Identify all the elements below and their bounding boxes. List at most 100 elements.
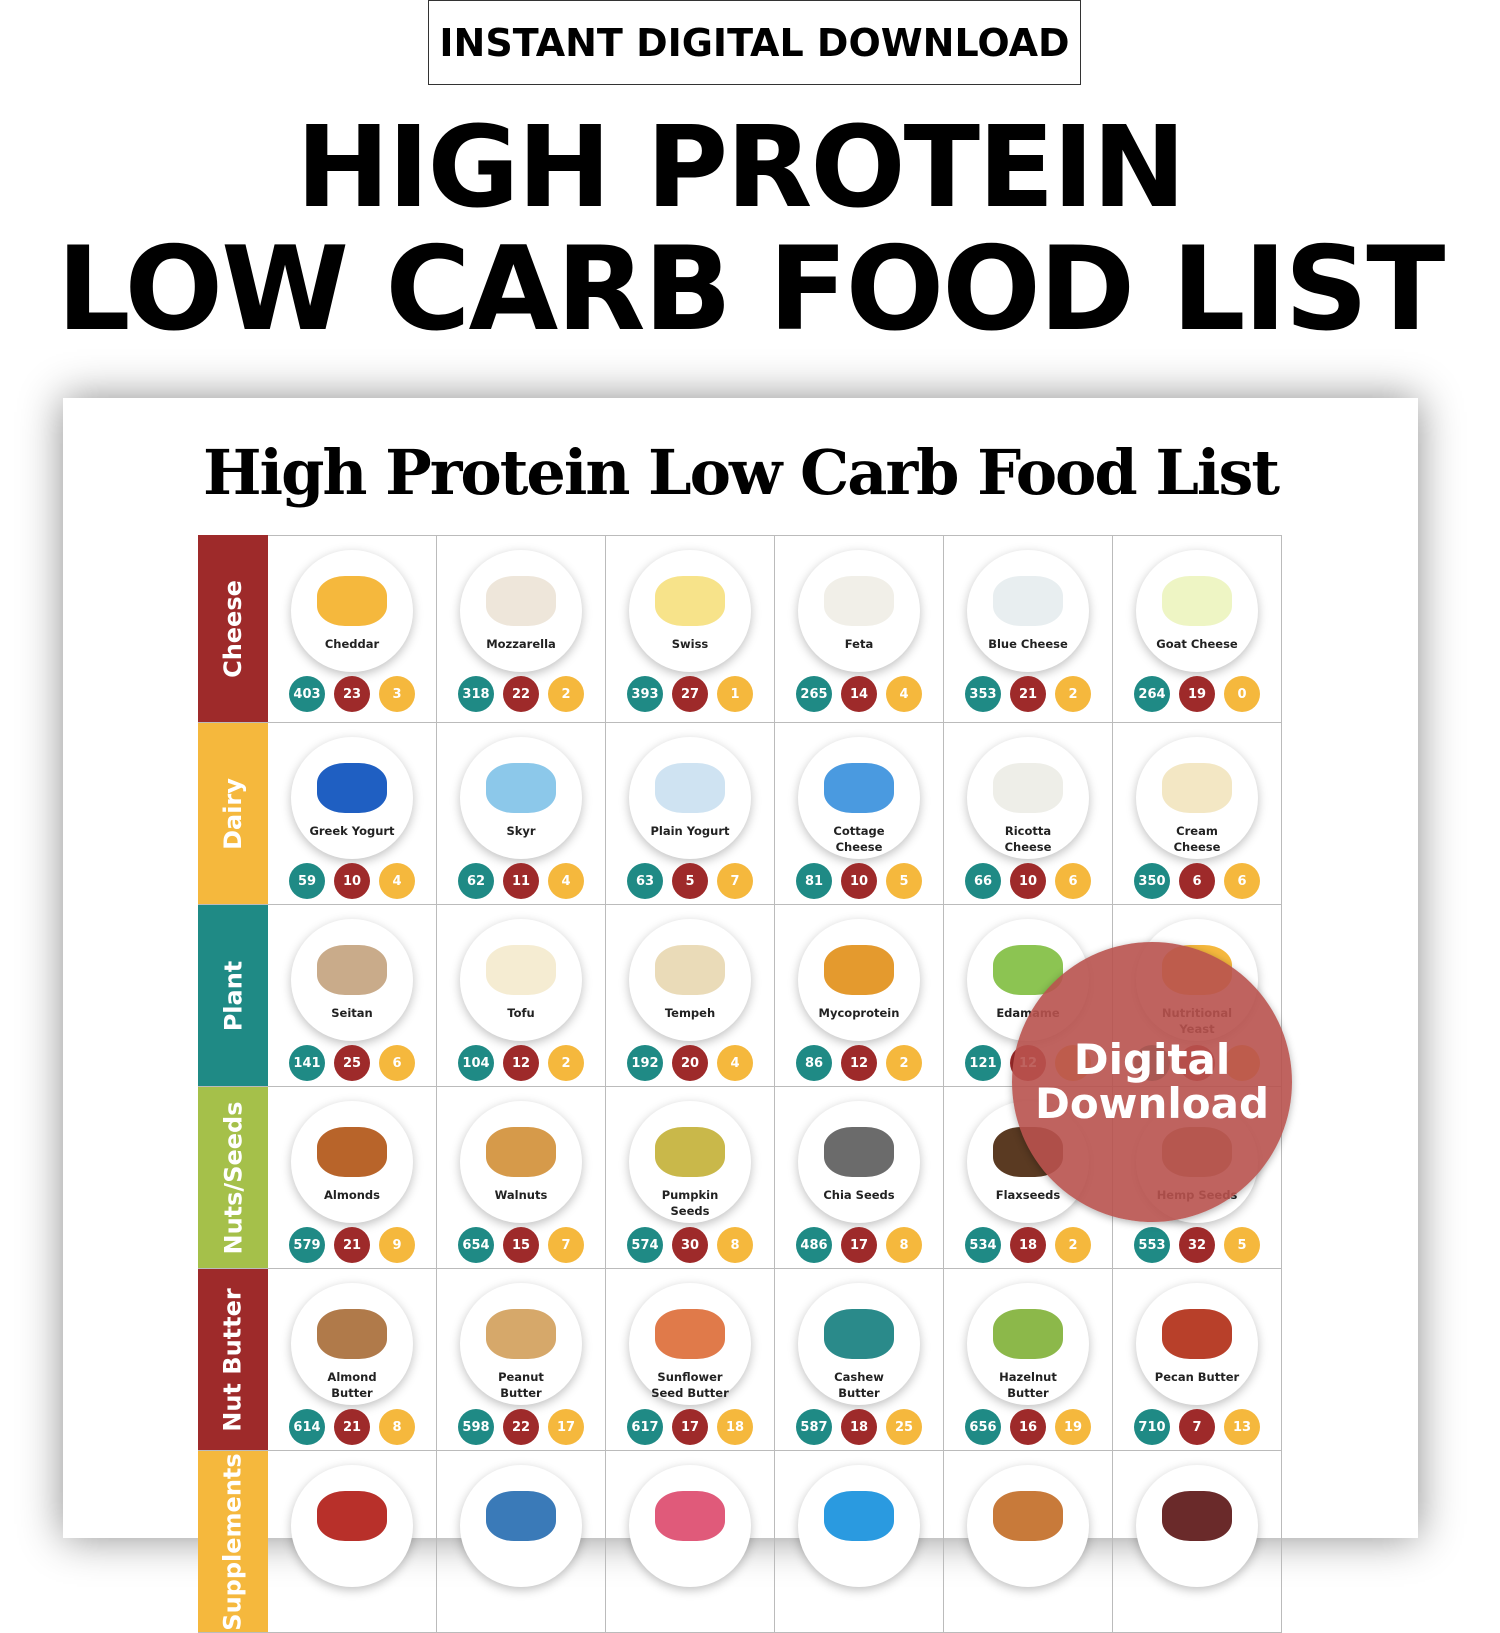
calories-value: 66 <box>965 863 1001 899</box>
category-label-text: Nut Butter <box>219 1287 247 1432</box>
food-image-disc <box>291 1101 413 1223</box>
protein-value: 22 <box>503 676 539 712</box>
protein-value: 14 <box>841 676 877 712</box>
food-illustration-icon <box>824 1309 894 1359</box>
calories-value: 141 <box>289 1045 325 1081</box>
food-cell: Tofu 104 12 2 <box>437 905 606 1086</box>
protein-value: 11 <box>503 863 539 899</box>
badge-line-1: Digital <box>1073 1034 1231 1084</box>
calories-value: 265 <box>796 676 832 712</box>
carbs-value: 18 <box>717 1409 753 1445</box>
food-illustration-icon <box>486 1491 556 1541</box>
food-image-disc <box>629 550 751 672</box>
food-cell: Almond Butter 614 21 8 <box>268 1269 437 1450</box>
nutrition-values: 59 10 4 <box>268 863 436 899</box>
calories-value: 710 <box>1134 1409 1170 1445</box>
food-name: Goat Cheese <box>1156 637 1238 651</box>
nutrition-values: 656 16 19 <box>944 1409 1112 1445</box>
calories-value: 121 <box>965 1045 1001 1081</box>
food-name: Plain Yogurt <box>650 824 730 838</box>
carbs-value: 8 <box>717 1227 753 1263</box>
category-row: Cheese Cheddar 403 23 3 Mozzarella 318 22 2 Swiss… <box>198 535 1282 723</box>
category-row: Dairy Greek Yogurt 59 10 4 Skyr 62 11 4 Plain Yog… <box>198 723 1282 905</box>
food-cell: Sunflower Seed Butter 617 17 18 <box>606 1269 775 1450</box>
food-image-disc <box>460 1283 582 1405</box>
calories-value: 598 <box>458 1409 494 1445</box>
calories-value: 553 <box>1134 1227 1170 1263</box>
food-cell <box>944 1451 1113 1632</box>
food-illustration-icon <box>655 1491 725 1541</box>
food-name: Greek Yogurt <box>309 824 395 838</box>
carbs-value: 6 <box>1224 863 1260 899</box>
calories-value: 486 <box>796 1227 832 1263</box>
food-name: Cottage Cheese <box>833 824 885 854</box>
nutrition-values: 617 17 18 <box>606 1409 774 1445</box>
category-label-text: Cheese <box>219 579 248 678</box>
calories-value: 104 <box>458 1045 494 1081</box>
food-cell: Blue Cheese 353 21 2 <box>944 535 1113 722</box>
protein-value: 21 <box>334 1409 370 1445</box>
calories-value: 86 <box>796 1045 832 1081</box>
protein-value: 6 <box>1179 863 1215 899</box>
food-image-disc <box>291 1465 413 1587</box>
category-label: Plant <box>198 905 268 1086</box>
category-label-text: Supplements <box>219 1452 247 1631</box>
protein-value: 27 <box>672 676 708 712</box>
carbs-value: 7 <box>717 863 753 899</box>
carbs-value: 5 <box>1224 1227 1260 1263</box>
protein-value: 12 <box>841 1045 877 1081</box>
calories-value: 81 <box>796 863 832 899</box>
food-name: Almonds <box>324 1188 380 1202</box>
food-cell: Mozzarella 318 22 2 <box>437 535 606 722</box>
calories-value: 353 <box>965 676 1001 712</box>
food-illustration-icon <box>824 576 894 626</box>
category-label: Nut Butter <box>198 1269 268 1450</box>
carbs-value: 8 <box>886 1227 922 1263</box>
food-image-disc <box>460 737 582 859</box>
calories-value: 617 <box>627 1409 663 1445</box>
calories-value: 62 <box>458 863 494 899</box>
nutrition-values: 264 19 0 <box>1113 676 1281 712</box>
carbs-value: 9 <box>379 1227 415 1263</box>
calories-value: 59 <box>289 863 325 899</box>
calories-value: 579 <box>289 1227 325 1263</box>
calories-value: 264 <box>1134 676 1170 712</box>
food-image-disc <box>291 919 413 1041</box>
food-name: Swiss <box>671 637 709 651</box>
food-cell: Almonds 579 21 9 <box>268 1087 437 1268</box>
calories-value: 614 <box>289 1409 325 1445</box>
food-name: Walnuts <box>494 1188 548 1202</box>
food-name: Sunflower Seed Butter <box>651 1370 729 1400</box>
food-image-disc <box>798 1283 920 1405</box>
protein-value: 15 <box>503 1227 539 1263</box>
protein-value: 17 <box>841 1227 877 1263</box>
food-image-disc <box>291 737 413 859</box>
nutrition-values: 579 21 9 <box>268 1227 436 1263</box>
carbs-value: 4 <box>717 1045 753 1081</box>
nutrition-values: 192 20 4 <box>606 1045 774 1081</box>
food-image-disc <box>1136 1465 1258 1587</box>
food-cell: Peanut Butter 598 22 17 <box>437 1269 606 1450</box>
category-label-text: Plant <box>219 960 248 1031</box>
food-cell <box>1113 1451 1282 1632</box>
calories-value: 654 <box>458 1227 494 1263</box>
food-name: Blue Cheese <box>988 637 1068 651</box>
food-name: Tempeh <box>664 1006 716 1020</box>
food-image-disc <box>460 1101 582 1223</box>
category-row: Nut Butter Almond Butter 614 21 8 Peanut Butt… <box>198 1269 1282 1451</box>
protein-value: 7 <box>1179 1409 1215 1445</box>
food-illustration-icon <box>993 763 1063 813</box>
food-cell: Seitan 141 25 6 <box>268 905 437 1086</box>
category-label-text: Dairy <box>219 777 248 850</box>
food-illustration-icon <box>486 1127 556 1177</box>
protein-value: 19 <box>1179 676 1215 712</box>
food-image-disc <box>460 919 582 1041</box>
carbs-value: 2 <box>886 1045 922 1081</box>
food-image-disc <box>1136 1283 1258 1405</box>
carbs-value: 8 <box>379 1409 415 1445</box>
food-image-disc <box>967 1465 1089 1587</box>
calories-value: 192 <box>627 1045 663 1081</box>
carbs-value: 2 <box>1055 676 1091 712</box>
food-image-disc <box>291 550 413 672</box>
food-name: Feta <box>844 637 874 651</box>
